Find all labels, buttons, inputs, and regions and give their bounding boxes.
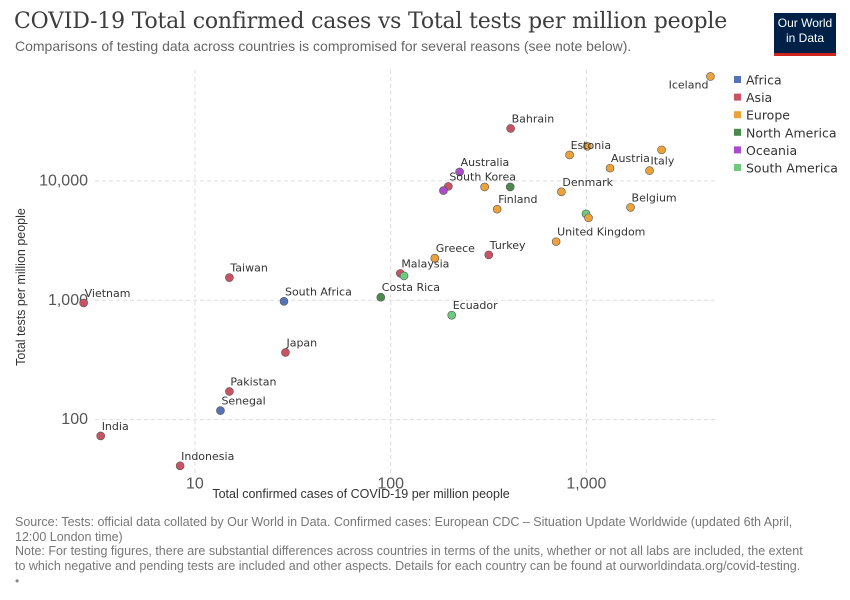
legend: Africa Asia Europe North America Oceania Sout… [734, 73, 838, 176]
data-point[interactable] [281, 348, 290, 357]
point-label: Turkey [489, 239, 526, 252]
data-point[interactable] [657, 145, 666, 155]
point-label: Malaysia [401, 257, 449, 270]
legend-item[interactable]: Europe [746, 108, 790, 123]
point-label: Belgium [632, 191, 677, 204]
axis-ticks: 10 100 1,000 100 1,000 10,000 [39, 172, 606, 492]
data-point[interactable] [626, 203, 635, 212]
data-point[interactable] [557, 187, 566, 197]
footer: Source: Tests: official data collated by… [15, 515, 805, 589]
data-point[interactable] [216, 406, 225, 415]
point-label: Vietnam [85, 287, 131, 300]
data-point[interactable] [79, 298, 88, 308]
point-label: Costa Rica [382, 281, 440, 294]
point-label: Taiwan [229, 262, 267, 275]
point-label: Ecuador [453, 299, 498, 312]
data-point[interactable] [447, 310, 457, 320]
data-point[interactable] [175, 461, 185, 471]
testing-note: Note: For testing figures, there are sub… [15, 544, 803, 573]
point-label: Estonia [571, 139, 612, 152]
data-point[interactable] [484, 250, 494, 260]
legend-item[interactable]: Africa [746, 73, 782, 88]
point-label: Senegal [221, 395, 265, 408]
data-point[interactable] [584, 213, 593, 223]
y-tick-label: 100 [61, 411, 88, 428]
data-point[interactable] [551, 237, 561, 246]
data-point[interactable] [505, 182, 515, 192]
point-label: Pakistan [230, 375, 276, 388]
data-point[interactable] [565, 150, 574, 160]
point-label: Bahrain [512, 112, 555, 125]
y-tick-label: 1,000 [48, 292, 88, 309]
y-tick-label: 10,000 [39, 172, 88, 189]
chart-subtitle: Comparisons of testing data across count… [15, 38, 632, 54]
data-point[interactable] [439, 186, 448, 195]
point-label: India [102, 420, 129, 433]
legend-swatch [734, 76, 741, 83]
footer-bullet: • [15, 574, 20, 588]
legend-item[interactable]: Oceania [746, 143, 797, 158]
gridlines [95, 70, 718, 474]
data-point[interactable] [225, 273, 234, 282]
data-point[interactable] [225, 387, 234, 396]
point-label: Greece [436, 242, 475, 255]
legend-swatch [734, 164, 741, 171]
point-label: Austria [611, 152, 650, 165]
data-point[interactable] [645, 166, 654, 175]
data-point[interactable] [376, 292, 386, 302]
point-label: South Korea [449, 170, 516, 183]
data-point[interactable] [506, 124, 515, 133]
y-axis-title: Total tests per million people [14, 208, 28, 366]
data-point[interactable] [430, 253, 440, 263]
legend-swatch [734, 128, 741, 136]
data-point[interactable] [706, 72, 715, 81]
data-point[interactable] [480, 182, 489, 192]
point-label: Iceland [669, 78, 709, 91]
x-tick-label: 1,000 [566, 475, 606, 492]
legend-swatch [734, 146, 741, 154]
data-point[interactable] [399, 271, 409, 281]
chart-title: COVID-19 Total confirmed cases vs Total … [14, 9, 728, 34]
point-label: Finland [498, 193, 537, 206]
legend-swatch [734, 111, 741, 119]
x-tick-label: 10 [186, 475, 204, 492]
point-label: Denmark [562, 176, 613, 189]
point-label: Indonesia [181, 450, 234, 463]
data-point[interactable] [455, 167, 464, 177]
point-label: Japan [285, 336, 317, 349]
data-point[interactable] [582, 142, 592, 151]
logo-line-1: Our World [777, 16, 833, 30]
x-axis-title: Total confirmed cases of COVID-19 per mi… [212, 487, 509, 501]
point-label: South Africa [285, 285, 352, 298]
legend-item[interactable]: South America [746, 161, 838, 176]
data-point[interactable] [279, 296, 289, 306]
legend-item[interactable]: North America [746, 125, 837, 140]
legend-item[interactable]: Asia [746, 90, 772, 105]
data-point[interactable] [96, 431, 105, 441]
legend-swatch [734, 93, 741, 101]
data-point[interactable] [492, 204, 502, 214]
point-label: Italy [651, 155, 675, 168]
logo-line-2: in Data [785, 31, 825, 45]
data-points [79, 72, 715, 471]
data-point[interactable] [605, 163, 615, 173]
point-label: Australia [461, 156, 510, 169]
point-label: United Kingdom [557, 226, 645, 239]
owid-logo[interactable]: Our World in Data [774, 13, 836, 56]
x-tick-label: 100 [377, 475, 404, 492]
source-note: Source: Tests: official data collated by… [15, 515, 793, 544]
